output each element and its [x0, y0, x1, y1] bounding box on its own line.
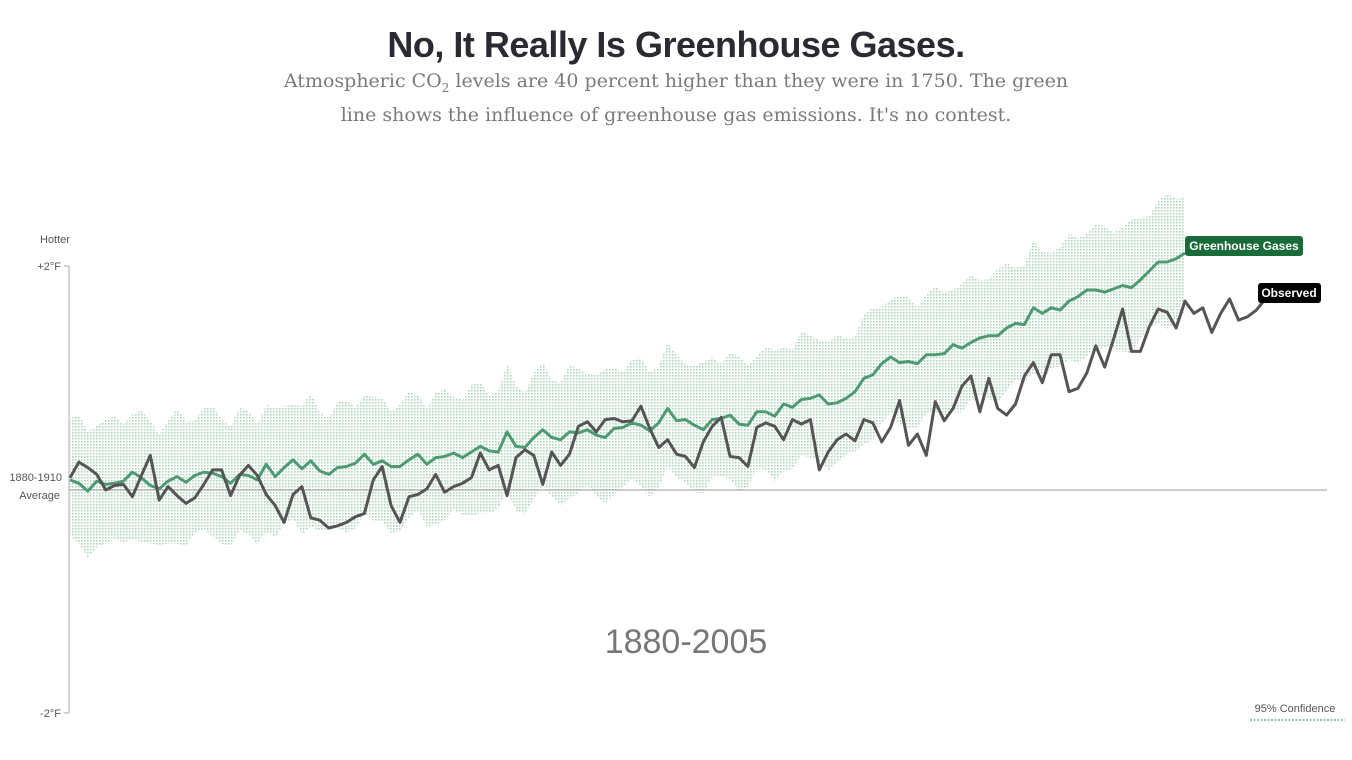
- observed-line: [68, 297, 1267, 530]
- subtitle-text: Atmospheric CO: [283, 70, 442, 92]
- baseline-label: 1880-1910: [9, 472, 62, 484]
- greenhouse-gases-tag-label: Greenhouse Gases: [1189, 239, 1299, 253]
- chart-subtitle: Atmospheric CO2 levels are 40 percent hi…: [276, 68, 1076, 129]
- greenhouse-gases-tag: [1185, 236, 1303, 256]
- observed-tag-label: Observed: [1261, 286, 1316, 300]
- chart-title: No, It Really Is Greenhouse Gases.: [387, 24, 965, 65]
- y-tick-label-top: +2°F: [37, 261, 61, 273]
- subtitle-text: line shows the influence of greenhouse g…: [340, 103, 1012, 126]
- subtitle-text: levels are 40 percent higher than they w…: [449, 70, 1069, 92]
- observed-tag: [1258, 283, 1321, 303]
- subtitle-subscript: 2: [441, 80, 450, 95]
- confidence-band: [70, 194, 1185, 558]
- hotter-label: Hotter: [40, 234, 70, 246]
- y-tick-label-bottom: -2°F: [40, 708, 61, 720]
- greenhouse-gases-line: [69, 251, 1186, 493]
- baseline-label-average: Average: [19, 490, 60, 502]
- confidence-legend-label: 95% Confidence: [1255, 703, 1336, 715]
- period-label: 1880-2005: [605, 623, 768, 661]
